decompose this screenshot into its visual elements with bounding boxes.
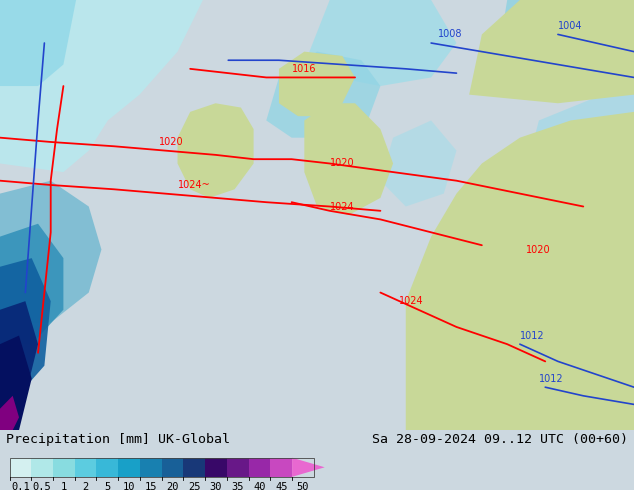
Text: 1024~: 1024~ [178,180,210,190]
Bar [10,458,314,477]
Polygon shape [0,224,63,344]
Text: 2: 2 [82,482,89,490]
Text: 20: 20 [166,482,179,490]
Text: Sa 28-09-2024 09..12 UTC (00+60): Sa 28-09-2024 09..12 UTC (00+60) [372,433,628,446]
Text: 1024: 1024 [330,201,354,212]
Text: 0.5: 0.5 [33,482,51,490]
Text: 1012: 1012 [539,373,564,384]
Bar [227,458,249,477]
Bar [183,458,205,477]
Text: 25: 25 [188,482,200,490]
Text: 40: 40 [253,482,266,490]
Text: 15: 15 [145,482,157,490]
Polygon shape [520,95,634,224]
Bar [53,458,75,477]
Text: 1020: 1020 [330,158,354,169]
Polygon shape [0,0,76,86]
Text: 1012: 1012 [520,331,545,341]
Polygon shape [456,267,634,430]
Polygon shape [406,112,634,430]
Polygon shape [0,181,101,323]
Polygon shape [292,458,325,477]
Text: 1020: 1020 [526,245,551,254]
Bar [75,458,96,477]
Text: 45: 45 [275,482,287,490]
Polygon shape [0,336,32,430]
Polygon shape [279,51,355,116]
Polygon shape [495,0,634,95]
Text: 50: 50 [297,482,309,490]
Polygon shape [178,103,254,198]
Polygon shape [380,121,456,206]
Polygon shape [0,301,38,409]
Polygon shape [0,0,203,172]
Bar [10,458,31,477]
Text: 35: 35 [231,482,244,490]
Text: 1: 1 [61,482,67,490]
Text: 0.1: 0.1 [11,482,30,490]
Polygon shape [0,396,19,430]
Text: 1004: 1004 [558,21,583,31]
Text: Precipitation [mm] UK-Global: Precipitation [mm] UK-Global [6,433,230,446]
Bar [249,458,270,477]
Polygon shape [266,51,380,138]
Bar [140,458,162,477]
Text: 1008: 1008 [437,29,462,39]
Text: 5: 5 [104,482,110,490]
Bar [270,458,292,477]
Text: 30: 30 [210,482,223,490]
Bar [205,458,227,477]
Polygon shape [0,258,51,387]
Polygon shape [469,0,634,103]
Polygon shape [304,0,456,86]
Text: 10: 10 [123,482,135,490]
Text: 1020: 1020 [158,137,183,147]
Bar [118,458,140,477]
Bar [96,458,118,477]
Bar [162,458,183,477]
Bar [31,458,53,477]
Text: 1024: 1024 [399,296,424,306]
Polygon shape [304,103,393,215]
Text: 1016: 1016 [292,64,316,74]
